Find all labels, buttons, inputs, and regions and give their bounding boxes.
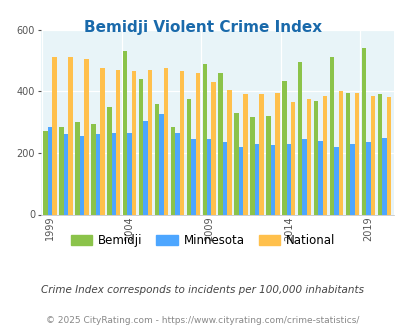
Bar — [318, 141, 322, 214]
Bar — [275, 93, 279, 214]
Bar — [100, 68, 104, 215]
Bar — [211, 82, 215, 214]
Bar — [238, 147, 243, 214]
Bar — [111, 133, 116, 214]
Bar — [132, 71, 136, 215]
Text: Crime Index corresponds to incidents per 100,000 inhabitants: Crime Index corresponds to incidents per… — [41, 285, 364, 295]
Bar — [227, 90, 231, 214]
Bar — [350, 144, 354, 214]
Bar — [202, 64, 207, 214]
Bar — [43, 131, 48, 214]
Bar — [107, 107, 111, 214]
Text: Bemidji Violent Crime Index: Bemidji Violent Crime Index — [84, 20, 321, 35]
Bar — [154, 104, 159, 214]
Bar — [59, 127, 64, 214]
Bar — [345, 93, 350, 214]
Bar — [370, 96, 374, 214]
Bar — [163, 68, 168, 215]
Bar — [313, 101, 318, 214]
Bar — [254, 144, 258, 214]
Bar — [338, 91, 342, 214]
Bar — [306, 99, 311, 214]
Bar — [286, 144, 290, 214]
Bar — [96, 134, 100, 214]
Bar — [195, 73, 200, 215]
Bar — [365, 142, 370, 214]
Bar — [333, 147, 338, 214]
Bar — [147, 70, 152, 214]
Bar — [91, 124, 96, 214]
Bar — [159, 115, 163, 214]
Bar — [302, 139, 306, 214]
Bar — [234, 113, 238, 214]
Bar — [52, 57, 57, 214]
Bar — [266, 116, 270, 214]
Bar — [68, 57, 72, 214]
Bar — [354, 93, 358, 214]
Bar — [191, 139, 195, 214]
Bar — [143, 120, 147, 214]
Bar — [258, 94, 263, 214]
Bar — [179, 71, 183, 215]
Bar — [84, 59, 88, 214]
Bar — [297, 62, 302, 214]
Bar — [290, 102, 295, 214]
Bar — [127, 133, 132, 214]
Bar — [123, 51, 127, 214]
Bar — [139, 79, 143, 214]
Bar — [270, 145, 275, 214]
Bar — [386, 97, 390, 214]
Bar — [116, 70, 120, 214]
Bar — [222, 142, 227, 214]
Bar — [175, 133, 179, 214]
Text: © 2025 CityRating.com - https://www.cityrating.com/crime-statistics/: © 2025 CityRating.com - https://www.city… — [46, 315, 359, 325]
Bar — [381, 138, 386, 214]
Bar — [361, 48, 365, 214]
Bar — [243, 94, 247, 214]
Bar — [218, 73, 222, 215]
Bar — [329, 57, 333, 214]
Bar — [322, 96, 326, 214]
Bar — [79, 136, 84, 214]
Bar — [250, 117, 254, 214]
Bar — [281, 81, 286, 214]
Bar — [186, 99, 191, 214]
Bar — [48, 127, 52, 214]
Bar — [377, 94, 381, 214]
Legend: Bemidji, Minnesota, National: Bemidji, Minnesota, National — [66, 229, 339, 251]
Bar — [207, 139, 211, 214]
Bar — [171, 127, 175, 214]
Bar — [64, 134, 68, 214]
Bar — [75, 122, 79, 214]
